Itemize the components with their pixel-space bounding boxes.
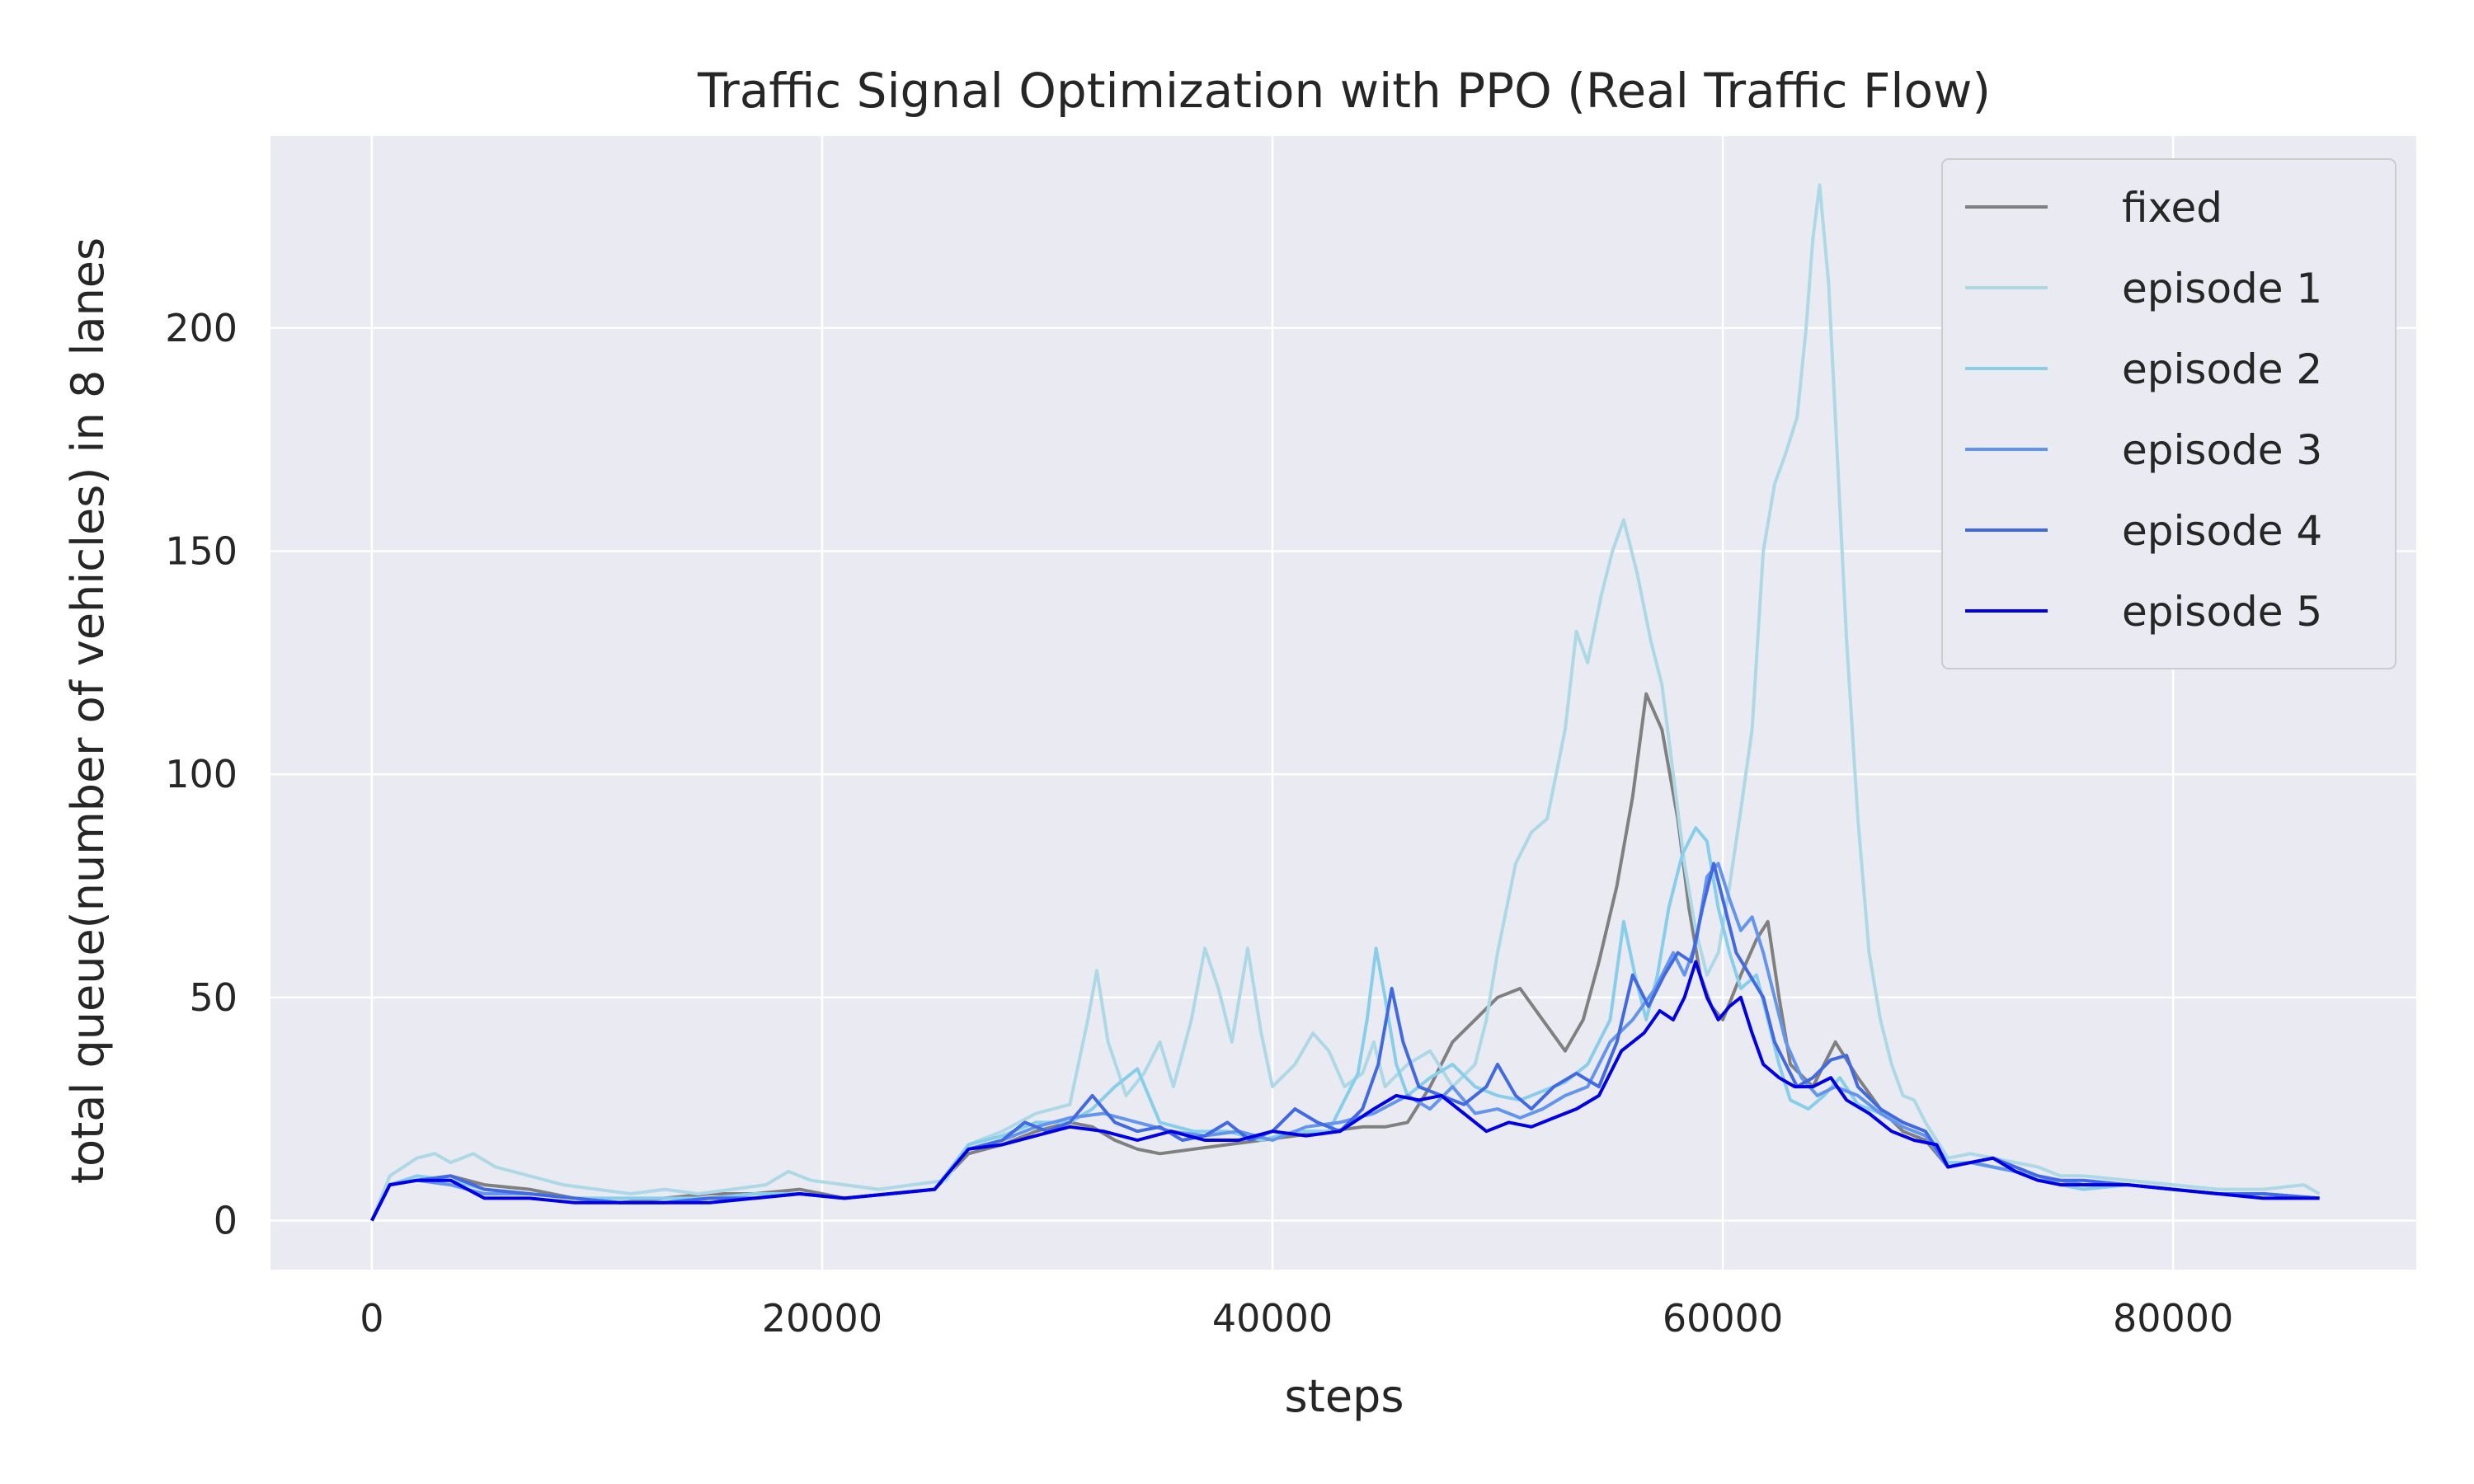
y-tick-label: 150 [165,528,238,573]
legend-label: episode 5 [2122,588,2322,636]
legend-box [1941,158,2396,669]
x-tick-label: 60000 [1663,1296,1783,1341]
y-axis-label: total queue(number of vehicles) in 8 lan… [62,237,114,1184]
y-tick-label: 50 [189,975,238,1020]
y-tick-label: 0 [214,1198,238,1242]
x-tick-label: 40000 [1212,1296,1333,1341]
legend-label: episode 1 [2122,265,2322,312]
x-tick-label: 20000 [762,1296,882,1341]
chart-title: Traffic Signal Optimization with PPO (Re… [697,63,1991,119]
y-tick-label: 100 [165,752,238,796]
x-tick-label: 80000 [2113,1296,2233,1341]
y-tick-label: 200 [165,306,238,350]
series-layer [370,183,2321,1222]
legend: fixed episode 1 episode 2 episode 3 episode … [1941,158,2396,669]
series-line-episode-1 [370,183,2321,1222]
series-line-episode-5 [370,960,2320,1222]
x-tick-label: 0 [360,1296,383,1341]
x-axis-label: steps [1285,1370,1404,1422]
legend-label: episode 4 [2122,507,2322,555]
legend-label: episode 3 [2122,426,2322,474]
legend-label: episode 2 [2122,345,2322,393]
legend-label: fixed [2122,184,2222,232]
y-axis: 0 50 100 150 200 [165,306,238,1243]
x-axis: 0 20000 40000 60000 80000 [360,1296,2233,1341]
